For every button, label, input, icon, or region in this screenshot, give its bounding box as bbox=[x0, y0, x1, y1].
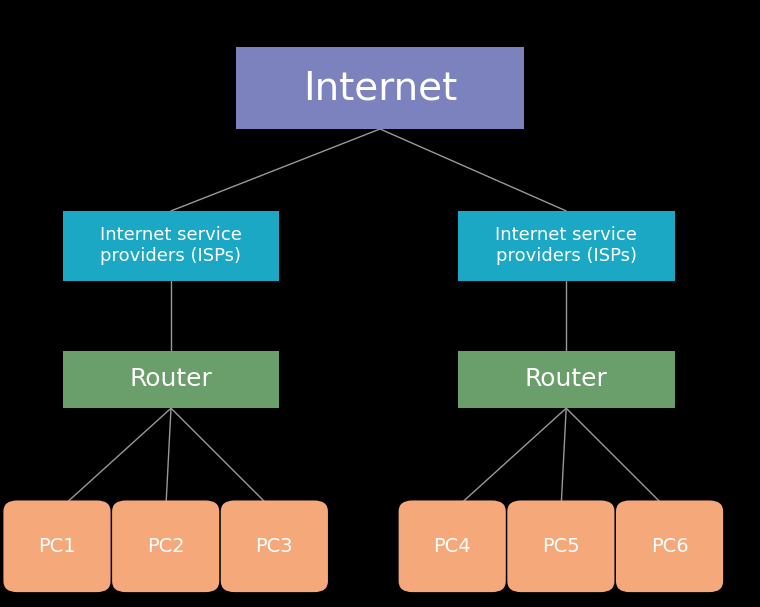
FancyBboxPatch shape bbox=[4, 500, 111, 592]
Bar bbox=[236, 47, 524, 129]
Bar bbox=[63, 351, 280, 408]
Text: PC1: PC1 bbox=[38, 537, 76, 556]
Text: PC2: PC2 bbox=[147, 537, 185, 556]
FancyBboxPatch shape bbox=[616, 500, 724, 592]
Text: PC5: PC5 bbox=[542, 537, 580, 556]
Bar bbox=[458, 351, 675, 408]
Bar bbox=[458, 211, 675, 280]
Text: Internet: Internet bbox=[303, 69, 457, 107]
Text: Internet service
providers (ISPs): Internet service providers (ISPs) bbox=[496, 226, 637, 265]
Text: PC3: PC3 bbox=[255, 537, 293, 556]
Bar bbox=[63, 211, 280, 280]
Text: Internet service
providers (ISPs): Internet service providers (ISPs) bbox=[100, 226, 242, 265]
Text: PC4: PC4 bbox=[433, 537, 471, 556]
Text: Router: Router bbox=[524, 367, 608, 392]
FancyBboxPatch shape bbox=[398, 500, 506, 592]
FancyBboxPatch shape bbox=[508, 500, 614, 592]
FancyBboxPatch shape bbox=[220, 500, 328, 592]
Text: PC6: PC6 bbox=[651, 537, 689, 556]
FancyBboxPatch shape bbox=[112, 500, 219, 592]
Text: Router: Router bbox=[129, 367, 213, 392]
